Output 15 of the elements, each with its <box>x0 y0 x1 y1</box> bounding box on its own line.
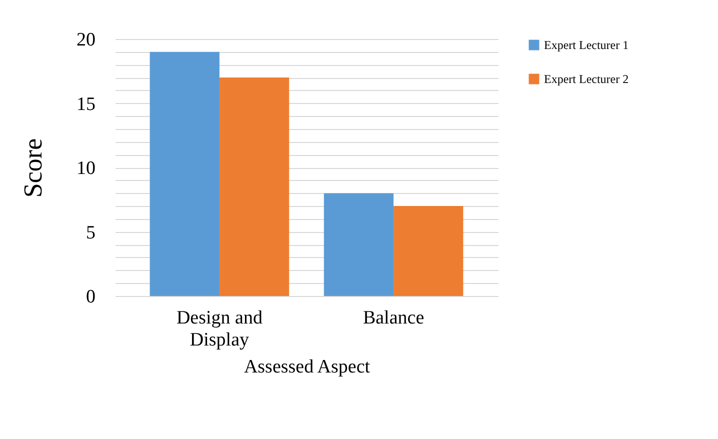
x-tick-label: Balance <box>362 308 424 328</box>
y-tick-label: 0 <box>86 286 96 308</box>
bar <box>324 193 394 296</box>
y-tick-label: 10 <box>76 158 96 179</box>
y-axis-title: Score <box>18 138 48 198</box>
y-tick-label: 15 <box>76 94 96 115</box>
bar <box>394 206 464 296</box>
bar <box>219 78 290 296</box>
legend-label: Expert Lecturer 2 <box>544 72 629 86</box>
x-tick-label: Design and Display <box>176 308 263 350</box>
bar <box>150 52 220 296</box>
legend-label: Expert Lecturer 1 <box>544 38 629 52</box>
y-tick-label: 5 <box>86 222 96 244</box>
x-axis-title: Assessed Aspect <box>244 356 371 378</box>
y-tick-label: 20 <box>76 30 96 50</box>
